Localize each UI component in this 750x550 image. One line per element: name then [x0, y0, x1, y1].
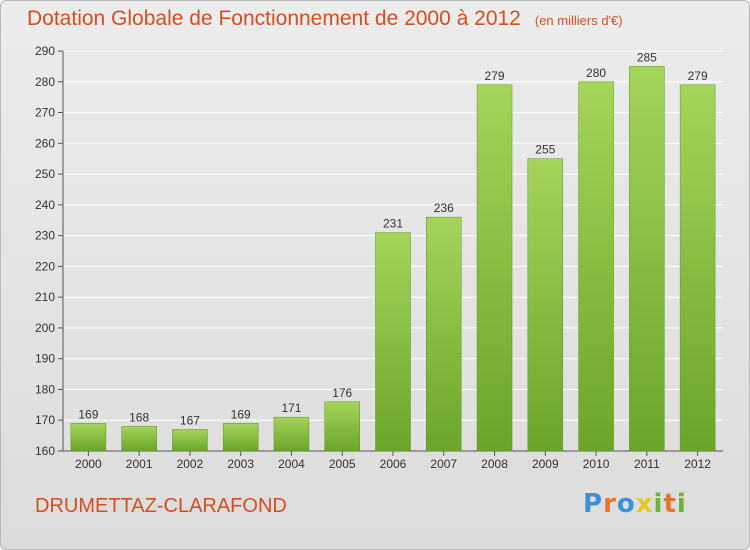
data-label: 168 — [129, 410, 149, 424]
y-tick-label: 230 — [35, 229, 55, 243]
data-label: 231 — [383, 217, 403, 231]
y-tick-label: 180 — [35, 382, 55, 396]
y-tick-label: 160 — [35, 444, 55, 458]
data-label: 279 — [688, 69, 708, 83]
brand-letter: r — [603, 489, 617, 519]
y-tick-label: 220 — [35, 259, 55, 273]
bar — [273, 416, 310, 452]
brand-letter: o — [616, 489, 636, 519]
x-tick-label: 2012 — [684, 457, 711, 471]
data-label: 176 — [332, 386, 352, 400]
data-label: 169 — [231, 407, 251, 421]
bar — [121, 426, 157, 452]
x-tick-label: 2002 — [177, 457, 204, 471]
brand-letter: P — [583, 489, 604, 519]
brand-letter: i — [676, 489, 687, 519]
x-tick-label: 2009 — [532, 457, 559, 471]
brand-letter: x — [635, 489, 654, 519]
data-label: 167 — [180, 413, 200, 427]
x-tick-label: 2006 — [380, 457, 407, 471]
chart-subtitle: (en milliers d'€) — [534, 13, 623, 28]
bar — [527, 158, 564, 452]
bar — [578, 81, 614, 452]
x-tick-label: 2011 — [634, 457, 660, 471]
y-tick-label: 280 — [35, 75, 55, 89]
commune-name: DRUMETTAZ-CLARAFOND — [35, 495, 287, 517]
brand-logo: Proxiti — [583, 489, 687, 519]
bar — [476, 84, 513, 452]
x-tick-label: 2010 — [583, 457, 610, 471]
bar — [629, 66, 665, 452]
x-tick-label: 2008 — [481, 457, 508, 471]
brand-letter: t — [663, 489, 677, 519]
bar — [70, 423, 107, 452]
bar — [375, 232, 411, 452]
x-tick-label: 2003 — [227, 457, 254, 471]
labels: 160 170 180 190 200 210 220 230 240 250 260 270 280 2… — [35, 44, 711, 471]
y-tick-label: 190 — [35, 352, 55, 366]
chart-title: Dotation Globale de Fonctionnement de 20… — [27, 7, 623, 30]
y-tick-label: 210 — [35, 290, 55, 304]
y-tick-label: 290 — [35, 44, 55, 58]
data-label: 255 — [535, 143, 555, 157]
x-tick-label: 2004 — [278, 457, 305, 471]
x-tick-label: 2005 — [329, 457, 356, 471]
bar — [324, 401, 360, 452]
y-tick-label: 170 — [35, 413, 55, 427]
brand-letter: i — [653, 489, 664, 519]
bar — [222, 423, 259, 452]
bar — [426, 216, 462, 452]
data-label: 285 — [637, 50, 657, 64]
data-label: 169 — [78, 407, 98, 421]
data-label: 280 — [586, 66, 606, 80]
x-tick-label: 2000 — [75, 457, 102, 471]
bar — [679, 84, 716, 452]
y-tick-label: 260 — [35, 136, 55, 150]
data-label: 279 — [485, 69, 505, 83]
y-tick-label: 240 — [35, 198, 55, 212]
y-tick-label: 270 — [35, 106, 55, 120]
data-label: 236 — [434, 201, 454, 215]
bars — [70, 66, 716, 452]
y-tick-label: 250 — [35, 167, 55, 181]
x-tick-label: 2001 — [126, 457, 153, 471]
bar — [172, 429, 208, 452]
data-label: 171 — [281, 401, 301, 415]
y-tick-label: 200 — [35, 321, 55, 335]
x-tick-label: 2007 — [430, 457, 457, 471]
